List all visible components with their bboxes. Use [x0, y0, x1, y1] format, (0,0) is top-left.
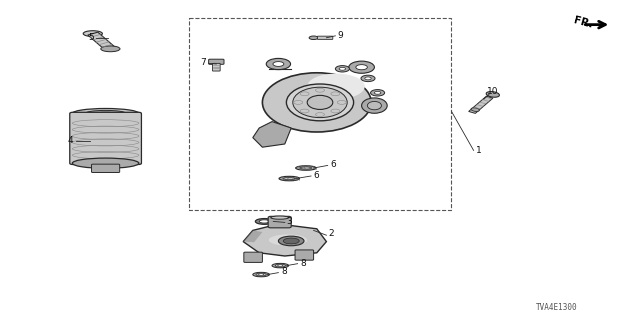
Ellipse shape — [367, 101, 381, 110]
Ellipse shape — [72, 158, 139, 168]
Ellipse shape — [339, 68, 346, 70]
Ellipse shape — [471, 108, 479, 111]
Ellipse shape — [284, 177, 295, 180]
Ellipse shape — [275, 264, 285, 267]
Ellipse shape — [259, 274, 264, 275]
Ellipse shape — [349, 61, 374, 73]
Text: 10: 10 — [487, 87, 499, 96]
Text: 3: 3 — [287, 217, 292, 226]
Ellipse shape — [296, 166, 316, 170]
FancyBboxPatch shape — [244, 252, 262, 262]
Ellipse shape — [83, 31, 102, 36]
FancyBboxPatch shape — [212, 63, 220, 71]
Ellipse shape — [293, 87, 347, 118]
Text: FR.: FR. — [573, 15, 594, 30]
Text: 1: 1 — [476, 146, 481, 155]
Ellipse shape — [309, 36, 318, 40]
FancyBboxPatch shape — [92, 164, 120, 172]
Text: 8: 8 — [301, 259, 306, 268]
Ellipse shape — [287, 84, 354, 121]
Ellipse shape — [316, 113, 324, 116]
Ellipse shape — [361, 75, 375, 82]
Ellipse shape — [365, 77, 371, 80]
Bar — [189, 18, 451, 210]
Text: 6: 6 — [314, 171, 319, 180]
Ellipse shape — [253, 272, 269, 277]
FancyBboxPatch shape — [317, 36, 333, 39]
Ellipse shape — [72, 108, 140, 119]
FancyBboxPatch shape — [209, 59, 224, 64]
Ellipse shape — [273, 62, 284, 67]
Ellipse shape — [362, 98, 387, 113]
Ellipse shape — [300, 167, 312, 169]
FancyBboxPatch shape — [70, 112, 141, 164]
Ellipse shape — [374, 92, 381, 94]
Text: 4: 4 — [68, 136, 73, 145]
Ellipse shape — [294, 100, 303, 104]
Ellipse shape — [278, 265, 283, 266]
Ellipse shape — [337, 100, 346, 104]
Text: TVA4E1300: TVA4E1300 — [536, 303, 578, 312]
Polygon shape — [253, 122, 291, 147]
Ellipse shape — [300, 109, 309, 113]
Text: 5: 5 — [88, 33, 93, 42]
Ellipse shape — [101, 46, 120, 52]
Ellipse shape — [259, 220, 269, 223]
Ellipse shape — [356, 65, 367, 70]
Ellipse shape — [279, 176, 300, 181]
Ellipse shape — [255, 219, 273, 224]
FancyBboxPatch shape — [268, 216, 291, 228]
Ellipse shape — [269, 234, 307, 246]
Ellipse shape — [371, 90, 385, 96]
Ellipse shape — [335, 66, 349, 72]
Ellipse shape — [278, 236, 304, 246]
Ellipse shape — [316, 88, 324, 92]
Ellipse shape — [307, 95, 333, 109]
Ellipse shape — [271, 216, 289, 219]
FancyBboxPatch shape — [295, 250, 314, 260]
Polygon shape — [468, 96, 493, 113]
Ellipse shape — [256, 273, 266, 276]
Ellipse shape — [266, 59, 291, 70]
Ellipse shape — [331, 92, 340, 96]
Ellipse shape — [486, 92, 499, 97]
Ellipse shape — [96, 112, 115, 115]
Ellipse shape — [262, 73, 371, 132]
Polygon shape — [243, 230, 262, 242]
Text: 7: 7 — [201, 58, 206, 67]
Ellipse shape — [272, 263, 289, 268]
Text: 9: 9 — [338, 31, 343, 40]
Ellipse shape — [300, 92, 309, 96]
Ellipse shape — [283, 238, 300, 244]
Text: 8: 8 — [282, 268, 287, 276]
Ellipse shape — [85, 110, 127, 117]
Ellipse shape — [307, 74, 365, 99]
Polygon shape — [88, 32, 115, 50]
Text: 6: 6 — [330, 160, 335, 169]
Text: 2: 2 — [328, 229, 333, 238]
Ellipse shape — [331, 109, 340, 113]
Polygon shape — [243, 224, 326, 256]
